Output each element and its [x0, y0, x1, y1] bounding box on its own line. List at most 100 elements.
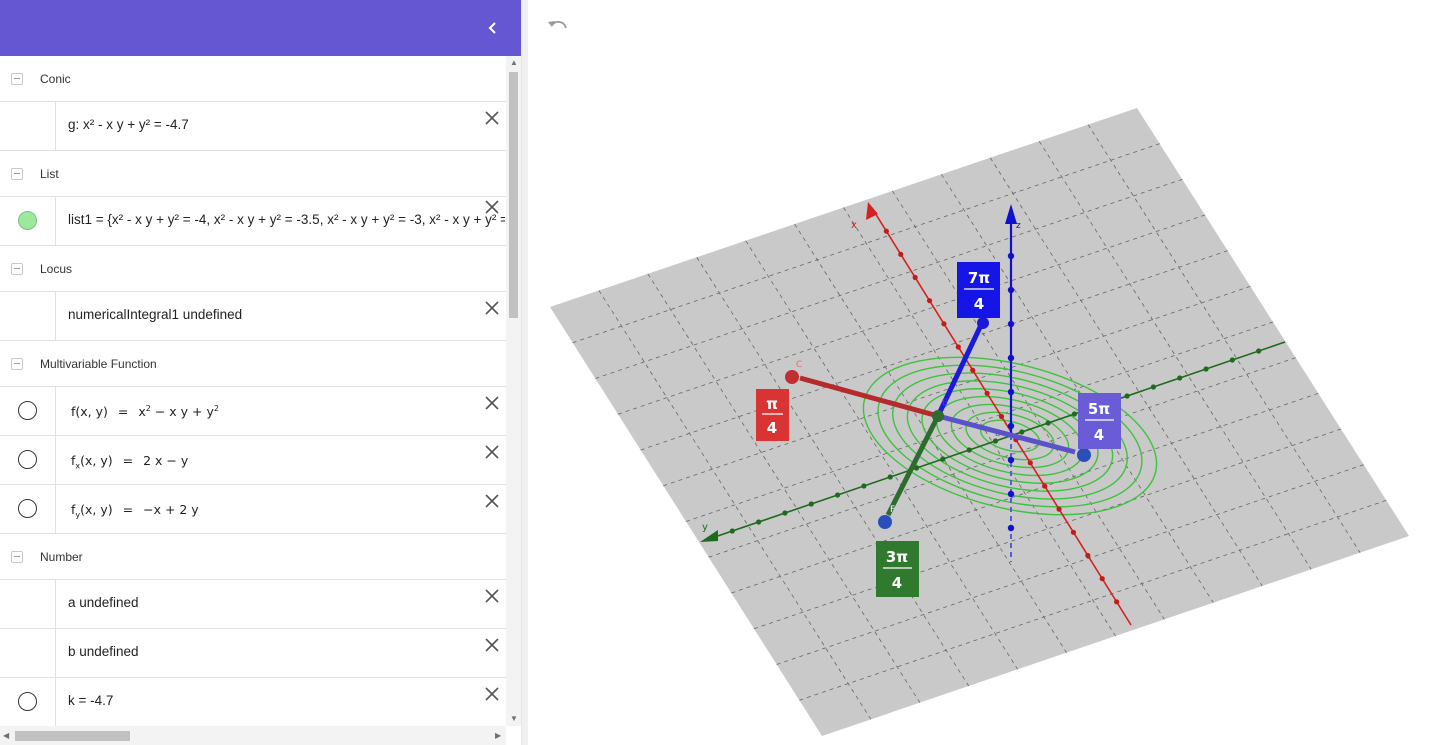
algebra-panel: Conic g: x² - x y + y² = -4.7 List list1…	[0, 0, 521, 745]
contour-ellipse	[906, 380, 1114, 492]
algebra-row-k[interactable]: k = -4.7	[0, 678, 506, 726]
b-definition[interactable]: b undefined	[68, 644, 139, 659]
y-axis-tick	[1229, 357, 1235, 363]
conic-g-definition[interactable]: g: x² - x y + y² = -4.7	[68, 117, 189, 132]
algebra-row-a[interactable]: a undefined	[0, 580, 506, 629]
k-definition[interactable]: k = -4.7	[68, 693, 114, 708]
f-definition[interactable]: f(x, y) = x2 − x y + y2	[71, 404, 219, 419]
label-pi-over-4[interactable]: π 4	[756, 389, 789, 441]
contour-ellipse	[892, 372, 1128, 500]
collapse-group-icon[interactable]	[11, 263, 23, 275]
algebra-row-list1[interactable]: list1 = {x² - x y + y² = -4, x² - x y + …	[0, 197, 506, 246]
delete-icon[interactable]	[482, 684, 502, 704]
x-axis-ticks	[883, 228, 1120, 605]
collapse-group-icon[interactable]	[11, 168, 23, 180]
group-header-list[interactable]: List	[0, 151, 506, 197]
vertical-scrollbar[interactable]: ▲ ▼	[506, 56, 521, 726]
scroll-right-icon[interactable]: ▶	[495, 731, 502, 740]
label-3pi-over-4[interactable]: 3π 4	[876, 541, 919, 597]
algebra-row-conic-g[interactable]: g: x² - x y + y² = -4.7	[0, 102, 506, 151]
y-axis-tick	[887, 474, 893, 480]
horizontal-scrollbar[interactable]: ◀ ▶	[0, 726, 506, 745]
point-d[interactable]	[1077, 448, 1091, 462]
collapse-group-icon[interactable]	[11, 358, 23, 370]
scroll-left-icon[interactable]: ◀	[3, 731, 10, 740]
list1-definition[interactable]: list1 = {x² - x y + y² = -4, x² - x y + …	[68, 212, 505, 227]
panel-splitter[interactable]	[521, 0, 528, 745]
delete-icon[interactable]	[482, 442, 502, 462]
locus-definition[interactable]: numericalIntegral1 undefined	[68, 307, 243, 322]
z-axis-tick	[1007, 388, 1015, 396]
algebra-row-fx[interactable]: fx(x, y) = 2 x − y	[0, 436, 506, 485]
y-axis-tick	[1071, 411, 1078, 417]
collapse-panel-button[interactable]	[479, 14, 507, 42]
collapse-group-icon[interactable]	[11, 551, 23, 563]
group-header-multivariable-function[interactable]: Multivariable Function	[0, 341, 506, 387]
scene-3d[interactable]: C E F D x y z π 4 7π 4 5π 4 3π	[528, 0, 1440, 745]
y-axis-tick	[913, 465, 920, 471]
marble-cell	[0, 580, 56, 628]
x-axis-tick	[1085, 552, 1091, 559]
y-axis-tick	[1019, 429, 1025, 435]
label-box-red	[756, 389, 789, 441]
marble-cell	[0, 678, 56, 726]
point-f[interactable]	[878, 515, 892, 529]
label-blue-denominator: 4	[974, 295, 984, 313]
y-axis-tick	[729, 528, 735, 534]
marble-cell	[0, 197, 56, 245]
label-5pi-over-4[interactable]: 5π 4	[1078, 393, 1121, 449]
y-axis-tick	[1124, 393, 1130, 399]
z-axis-tick	[1007, 252, 1015, 260]
superscript: 2	[145, 404, 151, 413]
group-header-locus[interactable]: Locus	[0, 246, 506, 292]
algebra-row-b[interactable]: b undefined	[0, 629, 506, 678]
visibility-marble[interactable]	[18, 692, 37, 711]
visibility-marble[interactable]	[18, 450, 37, 469]
a-definition[interactable]: a undefined	[68, 595, 139, 610]
algebra-row-locus[interactable]: numericalIntegral1 undefined	[0, 292, 506, 341]
point-e-label: E	[942, 398, 948, 408]
function-args: (x, y)	[80, 453, 113, 468]
delete-icon[interactable]	[482, 108, 502, 128]
visibility-marble[interactable]	[18, 401, 37, 420]
visibility-marble[interactable]	[18, 211, 37, 230]
y-axis-tick	[1150, 384, 1157, 390]
delete-icon[interactable]	[482, 197, 502, 217]
origin-point[interactable]	[932, 410, 944, 422]
collapse-group-icon[interactable]	[11, 73, 23, 85]
z-axis-tick	[1007, 490, 1015, 498]
algebra-row-f[interactable]: f(x, y) = x2 − x y + y2	[0, 387, 506, 436]
delete-icon[interactable]	[482, 586, 502, 606]
scroll-down-icon[interactable]: ▼	[510, 714, 518, 723]
z-axis-tick	[1007, 456, 1015, 464]
y-axis-tick	[861, 483, 867, 489]
fx-definition[interactable]: fx(x, y) = 2 x − y	[71, 453, 188, 471]
algebra-row-fy[interactable]: fy(x, y) = −x + 2 y	[0, 485, 506, 534]
marble-cell	[0, 102, 56, 150]
point-c[interactable]	[785, 370, 799, 384]
scroll-up-icon[interactable]: ▲	[510, 58, 518, 67]
fy-definition[interactable]: fy(x, y) = −x + 2 y	[71, 502, 199, 520]
delete-icon[interactable]	[482, 393, 502, 413]
visibility-marble[interactable]	[18, 499, 37, 518]
delete-icon[interactable]	[482, 635, 502, 655]
group-label: Locus	[40, 262, 73, 276]
group-label: Conic	[40, 72, 71, 86]
group-label: Multivariable Function	[40, 357, 157, 371]
point-e[interactable]	[977, 317, 989, 329]
equals-sign: =	[122, 502, 134, 517]
delete-icon[interactable]	[482, 491, 502, 511]
marble-cell	[0, 292, 56, 340]
label-7pi-over-4[interactable]: 7π 4	[957, 262, 1000, 318]
y-axis-name: y	[702, 522, 708, 533]
z-axis-tick	[1007, 524, 1015, 532]
horizontal-scroll-thumb[interactable]	[15, 731, 130, 741]
marble-cell	[0, 436, 56, 484]
group-header-number[interactable]: Number	[0, 534, 506, 580]
group-header-conic[interactable]: Conic	[0, 56, 506, 102]
vertical-scroll-thumb[interactable]	[509, 72, 518, 318]
undo-icon[interactable]	[544, 16, 570, 40]
label-green-denominator: 4	[892, 574, 902, 592]
delete-icon[interactable]	[482, 298, 502, 318]
graphics-3d-view[interactable]: C E F D x y z π 4 7π 4 5π 4 3π	[528, 0, 1440, 745]
